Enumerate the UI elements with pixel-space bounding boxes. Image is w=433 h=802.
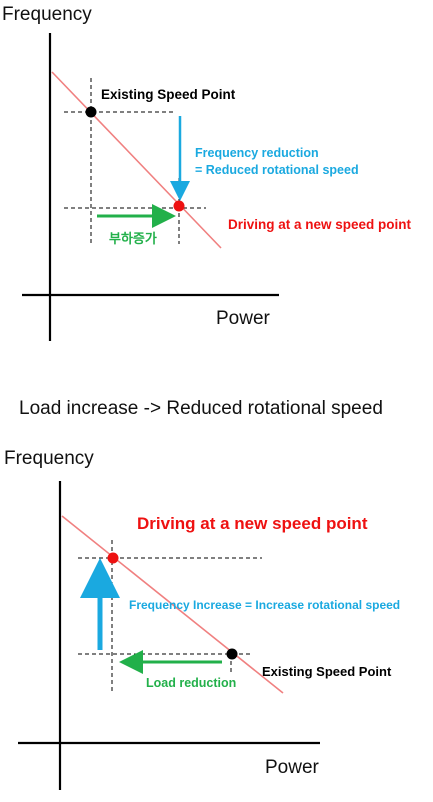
top-y-axis-label: Frequency [2, 4, 92, 25]
bottom-diagram: Frequency Power Driving at a new speed p… [4, 448, 400, 790]
bottom-new-point-label: Driving at a new speed point [137, 514, 368, 533]
top-new-point [173, 200, 185, 212]
bottom-existing-point [226, 648, 238, 660]
top-existing-point [85, 106, 97, 118]
bottom-new-point [107, 552, 119, 564]
bottom-y-axis-label: Frequency [4, 448, 94, 469]
top-diagram: Frequency Power Existing Speed Point Fre… [2, 4, 412, 341]
top-reduction-label-line1: Frequency reduction [195, 146, 319, 160]
top-demand-line [51, 71, 222, 249]
top-x-axis-label: Power [216, 308, 271, 329]
bottom-increase-label: Frequency Increase = Increase rotational… [129, 598, 400, 612]
top-reduction-label-line2: = Reduced rotational speed [195, 163, 359, 177]
top-existing-point-label: Existing Speed Point [101, 87, 236, 102]
top-new-point-label: Driving at a new speed point [228, 217, 412, 232]
bottom-load-label: Load reduction [146, 676, 236, 690]
top-load-label: 부하증가 [109, 231, 157, 246]
bottom-existing-point-label: Existing Speed Point [262, 664, 392, 679]
caption: Load increase -> Reduced rotational spee… [19, 398, 383, 419]
bottom-x-axis-label: Power [265, 757, 320, 778]
bottom-demand-line [61, 515, 284, 694]
